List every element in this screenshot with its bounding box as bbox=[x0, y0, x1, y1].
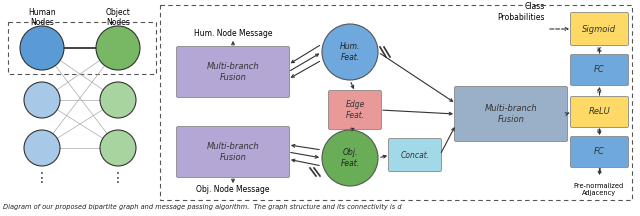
Text: n: n bbox=[596, 88, 601, 94]
Bar bbox=[8, 22, 156, 74]
Text: Obj. Node Message: Obj. Node Message bbox=[196, 185, 269, 194]
Circle shape bbox=[24, 130, 60, 166]
FancyBboxPatch shape bbox=[177, 46, 289, 97]
FancyBboxPatch shape bbox=[177, 127, 289, 178]
FancyBboxPatch shape bbox=[570, 97, 628, 127]
Bar bbox=[160, 5, 632, 200]
Circle shape bbox=[24, 82, 60, 118]
Text: Concat.: Concat. bbox=[401, 151, 429, 159]
Text: K: K bbox=[596, 47, 601, 53]
Circle shape bbox=[322, 130, 378, 186]
FancyBboxPatch shape bbox=[570, 54, 628, 86]
Text: FC: FC bbox=[594, 65, 605, 75]
Circle shape bbox=[20, 26, 64, 70]
Text: ReLU: ReLU bbox=[589, 108, 611, 116]
Text: ⋮: ⋮ bbox=[35, 171, 49, 185]
Text: Pre-normalized
Adjacency: Pre-normalized Adjacency bbox=[574, 183, 624, 196]
FancyBboxPatch shape bbox=[388, 138, 442, 172]
Text: Object
Nodes: Object Nodes bbox=[106, 8, 131, 27]
FancyBboxPatch shape bbox=[328, 91, 381, 130]
Text: Hum.
Feat.: Hum. Feat. bbox=[340, 42, 360, 62]
Text: Obj.
Feat.: Obj. Feat. bbox=[340, 148, 360, 168]
FancyBboxPatch shape bbox=[570, 13, 628, 46]
Text: FC: FC bbox=[594, 148, 605, 157]
FancyBboxPatch shape bbox=[454, 86, 568, 141]
Text: Multi-branch
Fusion: Multi-branch Fusion bbox=[207, 142, 259, 162]
Circle shape bbox=[96, 26, 140, 70]
Text: Class
Probabilities: Class Probabilities bbox=[497, 2, 545, 22]
Text: Hum. Node Message: Hum. Node Message bbox=[194, 29, 272, 38]
Text: Sigmoid: Sigmoid bbox=[582, 24, 616, 33]
Text: Diagram of our proposed bipartite graph and message passing algorithm.  The grap: Diagram of our proposed bipartite graph … bbox=[3, 204, 402, 210]
Text: Multi-branch
Fusion: Multi-branch Fusion bbox=[207, 62, 259, 82]
Text: n: n bbox=[596, 128, 601, 134]
Text: 1: 1 bbox=[596, 168, 601, 174]
Text: Edge
Feat.: Edge Feat. bbox=[346, 100, 365, 120]
Circle shape bbox=[100, 130, 136, 166]
Text: Human
Nodes: Human Nodes bbox=[28, 8, 56, 27]
Text: ⋮: ⋮ bbox=[111, 171, 125, 185]
FancyBboxPatch shape bbox=[570, 137, 628, 167]
Circle shape bbox=[322, 24, 378, 80]
Text: Multi-branch
Fusion: Multi-branch Fusion bbox=[484, 104, 538, 124]
Circle shape bbox=[100, 82, 136, 118]
